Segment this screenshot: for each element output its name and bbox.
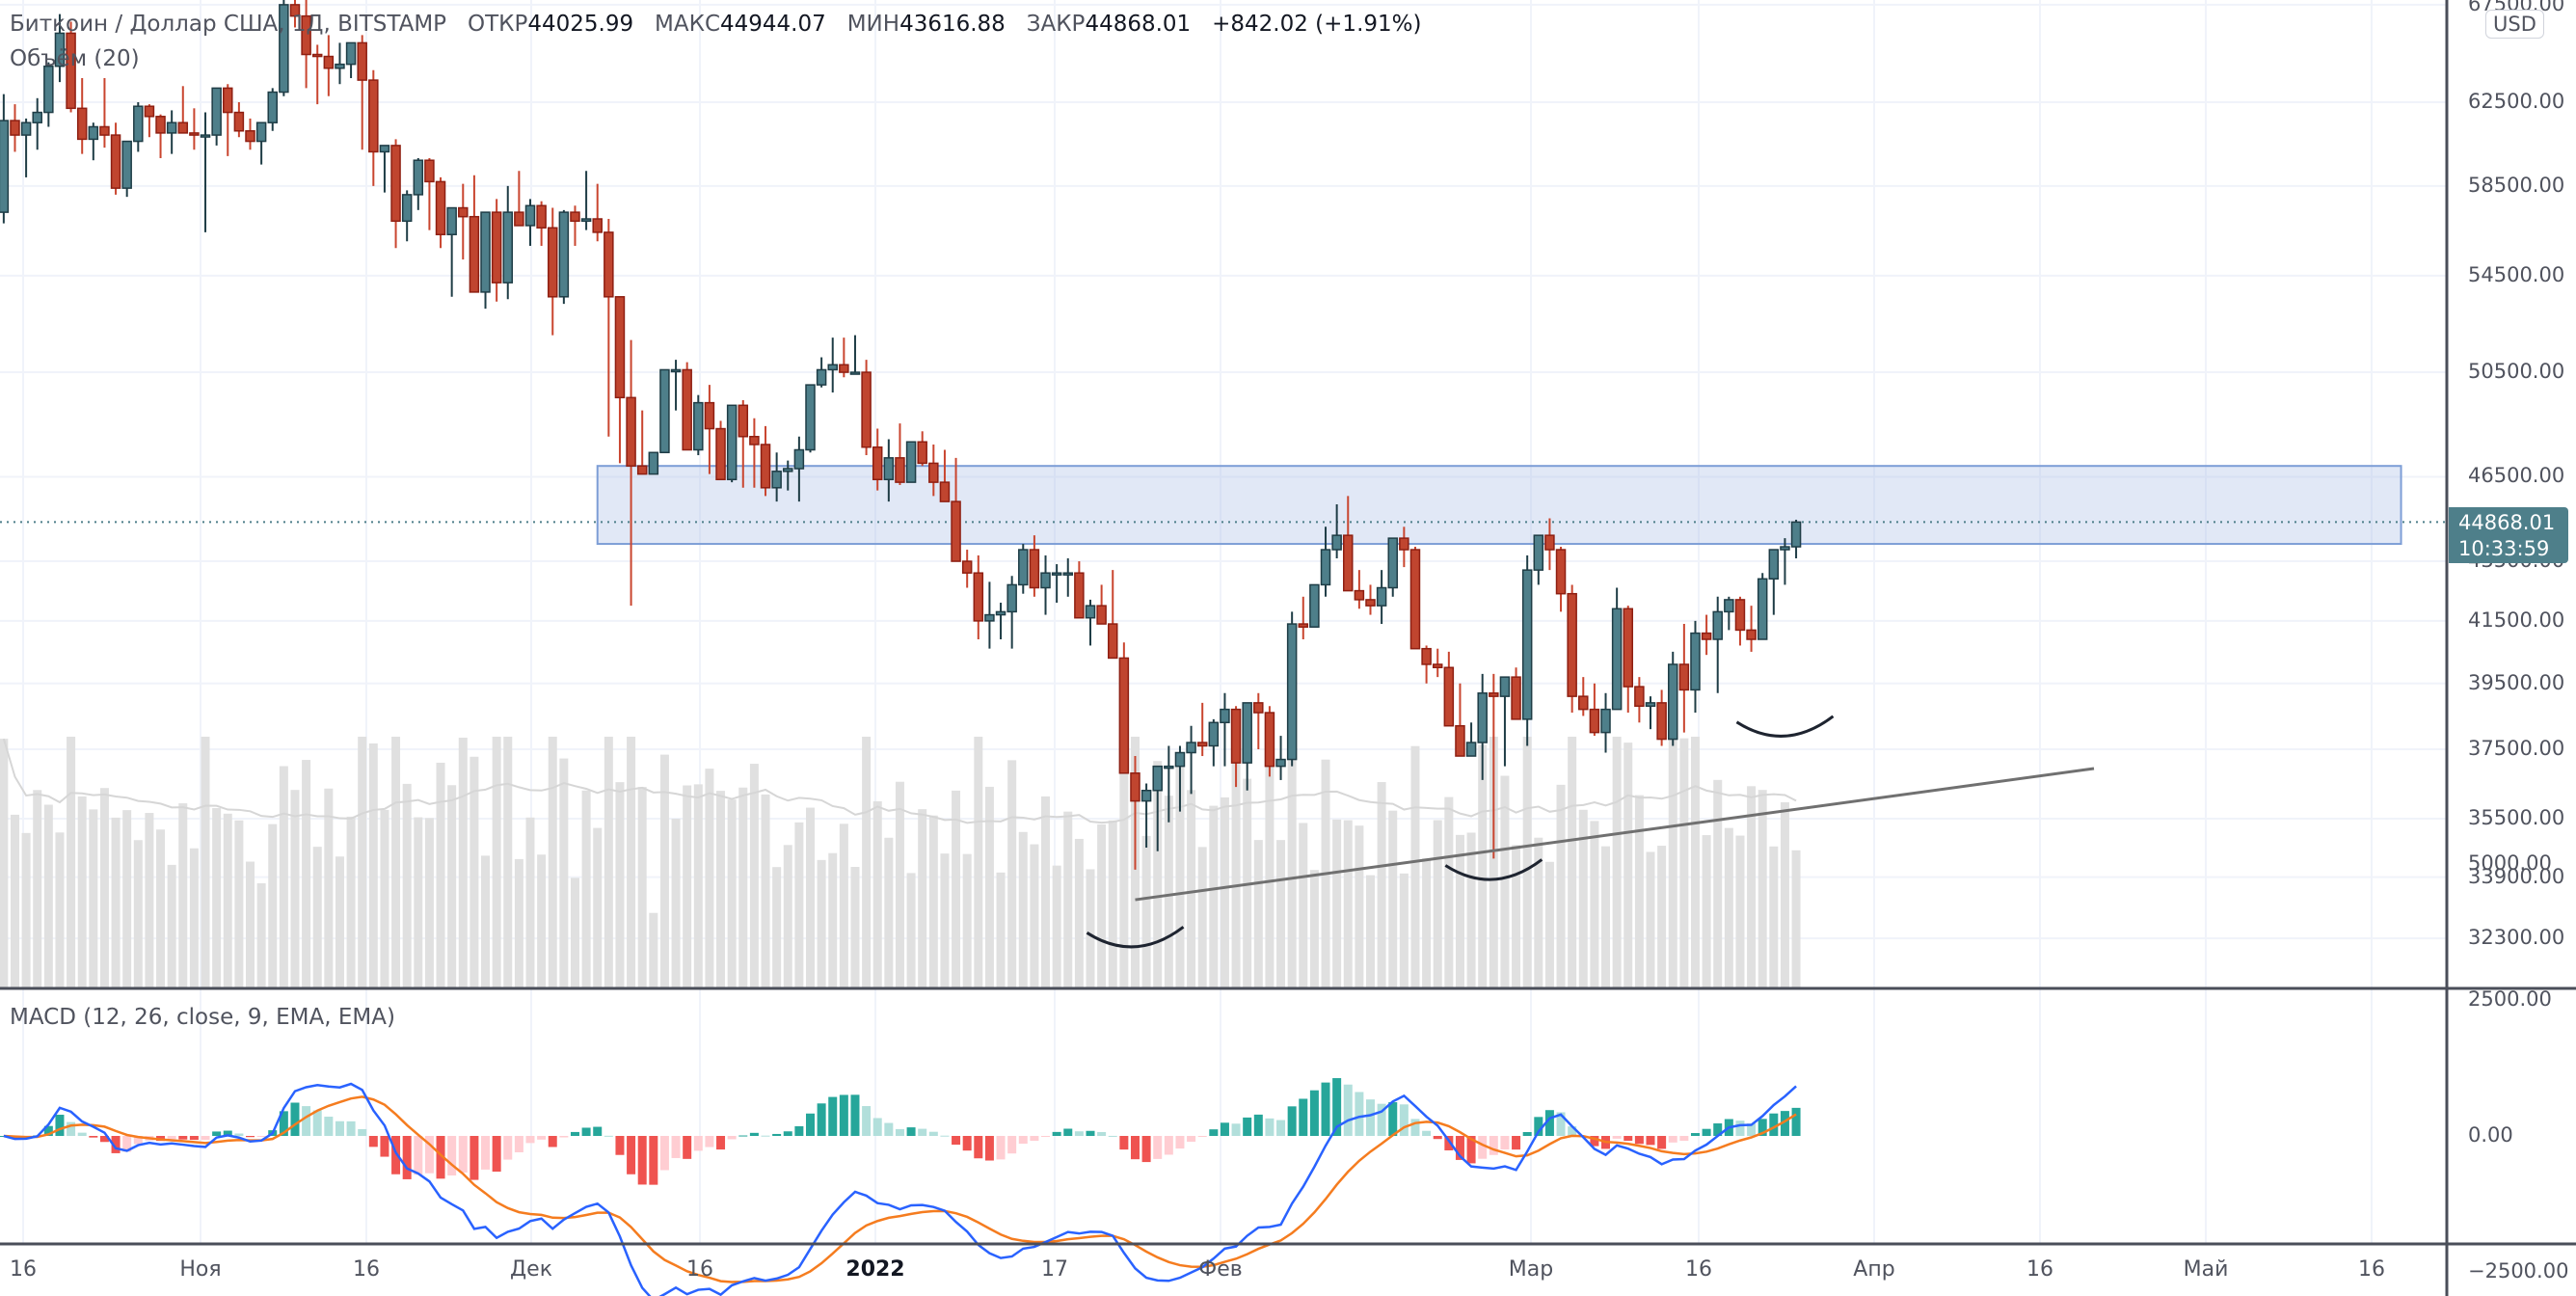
volume-legend[interactable]: Объём (20) [10,46,140,71]
price-tick: 50500.00 [2468,360,2565,384]
trendline-drawings[interactable] [1086,715,2095,949]
price-tick: 32300.00 [2468,926,2565,950]
time-tick: Мар [1508,1257,1554,1282]
price-tick: 37500.00 [2468,737,2565,761]
volume-bars [0,737,1801,987]
macd-legend[interactable]: MACD (12, 26, close, 9, EMA, EMA) [10,1005,395,1030]
change-value: +842.02 (+1.91%) [1212,12,1422,37]
symbol-title[interactable]: Биткоин / Доллар США, 1Д, BITSTAMP [10,12,447,37]
high-value: 44944.07 [720,12,826,37]
low-value: 43616.88 [899,12,1006,37]
time-tick: Фев [1198,1257,1243,1282]
close-value: 44868.01 [1085,12,1192,37]
time-tick: 16 [353,1257,380,1282]
time-tick: 17 [1041,1257,1068,1282]
time-tick: Апр [1853,1257,1895,1282]
time-tick: 16 [2026,1257,2053,1282]
time-tick: 2022 [845,1257,905,1282]
time-tick: 16 [2358,1257,2385,1282]
time-tick: 16 [10,1257,37,1282]
open-value: 44025.99 [527,12,634,37]
currency-badge[interactable]: USD [2485,10,2544,39]
symbol-legend: Биткоин / Доллар США, 1Д, BITSTAMP ОТКР4… [10,12,1421,37]
grid-lines [0,0,2447,1244]
time-tick: 16 [686,1257,713,1282]
macd-tick: 2500.00 [2468,986,2552,1011]
price-tick: 58500.00 [2468,173,2565,197]
time-tick: Дек [509,1257,553,1282]
bar-countdown: 10:33:59 [2458,537,2550,560]
price-tick: 41500.00 [2468,608,2565,632]
last-price-tag: 44868.01 10:33:59 [2449,507,2568,563]
close-label: ЗАКР [1026,12,1086,37]
low-label: МИН [846,12,900,37]
price-tick: 35500.00 [2468,806,2565,830]
open-label: ОТКР [468,12,528,37]
last-price-value: 44868.01 [2458,511,2556,534]
price-tick: 46500.00 [2468,464,2565,488]
price-tick: 62500.00 [2468,90,2565,113]
time-tick: 16 [1685,1257,1712,1282]
macd-tick: −2500.00 [2468,1259,2569,1283]
macd-tick: 0.00 [2468,1123,2513,1147]
time-tick: Ноя [179,1257,222,1282]
macd-pane [0,1078,1801,1296]
macd-tick: 5000.00 [2468,850,2552,875]
high-label: МАКС [655,12,721,37]
price-tick: 54500.00 [2468,262,2565,286]
candlestick-series [0,0,1802,870]
price-tick: 33900.00 [2468,864,2565,888]
time-tick: Май [2183,1257,2229,1282]
price-tick: 39500.00 [2468,670,2565,694]
